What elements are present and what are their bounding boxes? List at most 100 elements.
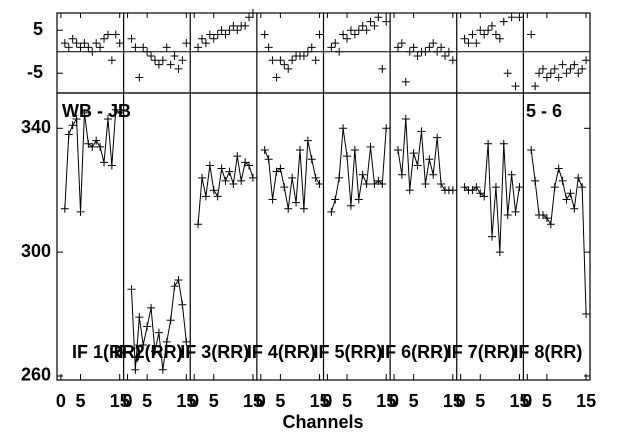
residual-point — [440, 52, 449, 61]
amplitude-point — [100, 158, 109, 167]
residual-point — [339, 30, 348, 39]
residual-point — [76, 43, 85, 52]
residual-point — [346, 26, 355, 35]
amplitude-point — [143, 322, 152, 331]
panel-label: IF 4(RR) — [247, 342, 316, 362]
residual-point — [366, 17, 375, 26]
amplitude-point — [60, 204, 69, 213]
residual-point — [248, 9, 257, 17]
amplitude-point — [531, 176, 540, 185]
amplitude-point — [542, 214, 551, 223]
residual-point — [245, 13, 254, 22]
residual-point — [174, 64, 183, 73]
x-tick-label: 0 — [256, 391, 266, 411]
residual-point — [401, 77, 410, 86]
residual-point — [213, 30, 222, 39]
amplitude-point — [198, 173, 207, 182]
amplitude-point — [484, 139, 493, 148]
amplitude-point — [150, 347, 159, 356]
residual-point — [558, 60, 567, 69]
residual-point — [280, 60, 289, 69]
residual-point — [393, 43, 402, 52]
residual-point — [299, 52, 308, 61]
x-tick-label: 0 — [56, 391, 66, 411]
amplitude-point — [362, 180, 371, 189]
residual-point — [107, 56, 116, 65]
amplitude-point — [554, 164, 563, 173]
residual-point — [221, 30, 230, 39]
amplitude-point — [68, 121, 77, 130]
amplitude-point — [170, 282, 179, 291]
amplitude-point — [327, 207, 336, 216]
residual-point — [574, 69, 583, 78]
residual-point — [201, 39, 210, 48]
y-tick-label: 340 — [21, 117, 51, 137]
amplitude-point — [96, 142, 105, 151]
residual-point — [60, 39, 69, 48]
residual-point — [260, 30, 269, 39]
amplitude-point — [429, 170, 438, 179]
amplitude-point — [225, 167, 234, 176]
residual-point — [311, 56, 320, 65]
amplitude-point — [339, 124, 348, 133]
amplitude-point — [209, 186, 218, 195]
amplitude-point — [393, 145, 402, 154]
amplitude-point — [507, 170, 516, 179]
x-tick-label: 15 — [509, 391, 529, 411]
residual-point — [209, 34, 218, 43]
x-tick-label: 15 — [243, 391, 263, 411]
amplitude-point — [115, 108, 124, 117]
residual-point — [335, 47, 344, 56]
residual-point — [233, 26, 242, 35]
residual-point — [268, 56, 277, 65]
amplitude-point — [158, 365, 167, 374]
residual-point — [225, 26, 234, 35]
residual-point — [135, 73, 144, 82]
amplitude-point — [366, 142, 375, 151]
amplitude-point — [315, 180, 324, 189]
residual-point — [115, 39, 124, 48]
panel-label: IF 5(RR) — [314, 342, 383, 362]
x-tick-label: 15 — [310, 391, 330, 411]
residual-point — [264, 43, 273, 52]
y-tick-label: 260 — [21, 365, 51, 385]
residual-point — [503, 69, 512, 78]
residual-point — [480, 30, 489, 39]
x-tick-label: 5 — [142, 391, 152, 411]
y-tick-label: 300 — [21, 241, 51, 261]
amplitude-point — [382, 124, 391, 133]
amplitude-point — [433, 133, 442, 142]
residual-point — [507, 13, 516, 22]
amplitude-point — [131, 365, 140, 374]
residual-point — [433, 47, 442, 56]
amplitude-point — [229, 180, 238, 189]
amplitude-point — [276, 164, 285, 173]
amplitude-point — [448, 186, 457, 195]
amplitude-point — [331, 195, 340, 204]
amplitude-point — [292, 198, 301, 207]
amplitude-point — [378, 180, 387, 189]
amplitude-point — [76, 207, 85, 216]
x-tick-label: 5 — [275, 391, 285, 411]
residual-point — [460, 34, 469, 43]
residual-point — [96, 43, 105, 52]
amplitude-point — [425, 155, 434, 164]
residual-point — [472, 39, 481, 48]
amplitude-point — [182, 337, 191, 346]
amplitude-point — [578, 183, 587, 192]
panel-label: IF 8(RR) — [513, 342, 582, 362]
residual-point — [562, 69, 571, 78]
x-tick-label: 5 — [542, 391, 552, 411]
residual-point — [546, 69, 555, 78]
residual-point — [170, 52, 179, 61]
amplitude-point — [107, 161, 116, 170]
residual-point — [331, 39, 340, 48]
amplitude-point — [280, 183, 289, 192]
amplitude-point — [288, 173, 297, 182]
residual-point — [495, 34, 504, 43]
residual-point — [370, 21, 379, 30]
residual-point — [241, 21, 250, 30]
residual-point — [476, 26, 485, 35]
residual-tick-label: -5 — [27, 62, 43, 82]
